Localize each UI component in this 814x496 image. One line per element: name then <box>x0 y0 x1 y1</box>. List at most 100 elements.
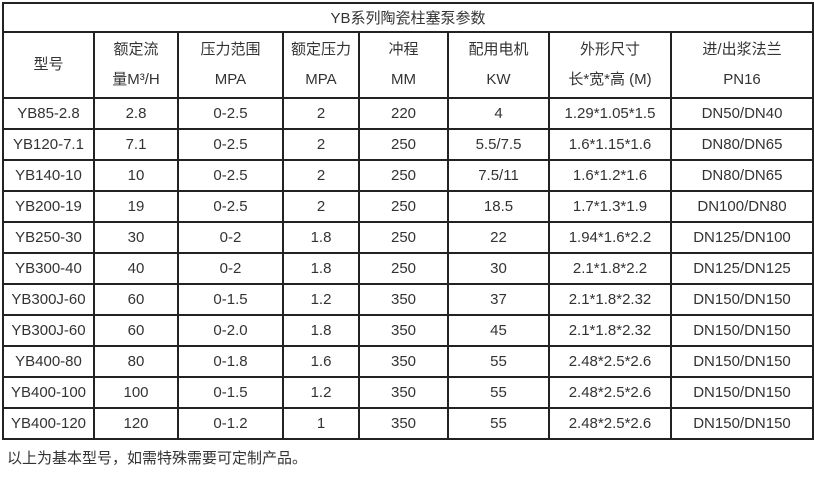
table-cell: 2.1*1.8*2.2 <box>548 252 672 285</box>
table-cell: 350 <box>358 407 449 440</box>
table-cell: 350 <box>358 376 449 409</box>
table-cell: YB250-30 <box>2 221 95 254</box>
column-header: 压力范围 MPA <box>177 31 284 99</box>
table-cell: YB120-7.1 <box>2 128 95 161</box>
table-cell: 0-2 <box>177 221 284 254</box>
table-cell: 80 <box>93 345 179 378</box>
column-header-line: 外形尺寸 <box>579 41 640 58</box>
table-cell: DN125/DN100 <box>669 221 814 254</box>
table-cell: 1.2 <box>282 376 360 409</box>
table-cell: 0-1.5 <box>177 376 284 409</box>
column-header-line: 配用电机 <box>468 41 529 58</box>
table-row: YB85-2.8 2.8 0-2.5 2 220 4 1.29*1.05*1.5 DN50/D… <box>2 97 814 130</box>
column-header-line: 压力范围 <box>200 41 261 58</box>
title-row: YB系列陶瓷柱塞泵参数 <box>1 2 814 33</box>
table-cell: DN50/DN40 <box>669 97 814 130</box>
table-cell: 250 <box>358 190 449 223</box>
column-header: 型号 <box>2 31 95 99</box>
column-header-line: MPA <box>214 71 247 88</box>
table-cell: 250 <box>358 128 449 161</box>
table-cell: 2.48*2.5*2.6 <box>548 376 672 409</box>
table-cell: YB300-40 <box>2 252 95 285</box>
table-cell: YB85-2.8 <box>2 97 95 130</box>
table-cell: DN150/DN150 <box>669 407 814 440</box>
footer-note: 以上为基本型号，如需特殊需要可定制产品。 <box>7 450 308 467</box>
table-cell: 2 <box>282 190 360 223</box>
column-header-line: MPA <box>305 71 337 88</box>
table-row: YB300-40 40 0-2 1.8 250 30 2.1*1.8*2.2 DN125/DN… <box>2 252 814 285</box>
table-cell: 1.2 <box>282 283 360 316</box>
table-cell: 2.48*2.5*2.6 <box>548 345 672 378</box>
table-cell: 120 <box>93 407 179 440</box>
column-header: 冲程 MM <box>358 31 449 99</box>
table-cell: 0-2.5 <box>177 128 284 161</box>
table-cell: 1.29*1.05*1.5 <box>548 97 672 130</box>
table-cell: DN125/DN125 <box>669 252 814 285</box>
table-cell: YB200-19 <box>2 190 95 223</box>
table-cell: 350 <box>358 345 449 378</box>
table-cell: 37 <box>447 283 550 316</box>
table-row: YB120-7.1 7.1 0-2.5 2 250 5.5/7.5 1.6*1.15*1.6… <box>2 128 814 161</box>
table-row: YB300J-60 60 0-1.5 1.2 350 37 2.1*1.8*2.32 DN15… <box>2 283 814 316</box>
table-cell: YB300J-60 <box>2 314 95 347</box>
table-cell: 55 <box>447 407 550 440</box>
table-cell: 2.8 <box>93 97 179 130</box>
column-header-line: 进/出浆法兰 <box>702 41 782 58</box>
table-cell: YB140-10 <box>2 159 95 192</box>
column-header-line: 冲程 <box>388 41 419 58</box>
table-head: YB系列陶瓷柱塞泵参数 型号 额定流量M³/H 压力范围 MPA 额定压力 MPA 冲程 MM… <box>1 2 814 99</box>
table-cell: 350 <box>358 314 449 347</box>
table-row: YB200-19 19 0-2.5 2 250 18.5 1.7*1.3*1.9 DN100/… <box>2 190 814 223</box>
table-cell: 2 <box>282 97 360 130</box>
table-cell: 0-2 <box>177 252 284 285</box>
table-cell: 100 <box>93 376 179 409</box>
table-cell: 1.8 <box>282 252 360 285</box>
table-cell: YB300J-60 <box>2 283 95 316</box>
table-cell: 7.5/11 <box>447 159 550 192</box>
column-header: 额定压力 MPA <box>282 31 360 99</box>
column-header-line: 长*宽*高 (M) <box>568 71 652 88</box>
table-cell: 55 <box>447 376 550 409</box>
pump-spec-table: YB系列陶瓷柱塞泵参数 型号 额定流量M³/H 压力范围 MPA 额定压力 MPA 冲程 MM… <box>1 2 814 440</box>
table-cell: 2 <box>282 128 360 161</box>
table-cell: 1.6*1.2*1.6 <box>548 159 672 192</box>
table-cell: YB400-100 <box>2 376 95 409</box>
table-row: YB400-80 80 0-1.8 1.6 350 55 2.48*2.5*2.6 DN150… <box>2 345 814 378</box>
table-cell: 1.7*1.3*1.9 <box>548 190 672 223</box>
table-cell: DN150/DN150 <box>669 283 814 316</box>
table-cell: 19 <box>93 190 179 223</box>
column-header-line: KW <box>486 71 511 88</box>
table-title: YB系列陶瓷柱塞泵参数 <box>1 2 814 33</box>
table-cell: DN80/DN65 <box>669 128 814 161</box>
table-cell: 220 <box>358 97 449 130</box>
table-cell: 45 <box>447 314 550 347</box>
table-cell: 1.6 <box>282 345 360 378</box>
column-header-line: 额定压力 <box>290 41 351 58</box>
column-header-line: 额定流 <box>113 41 159 58</box>
table-cell: 10 <box>93 159 179 192</box>
table-cell: DN100/DN80 <box>669 190 814 223</box>
table-cell: DN150/DN150 <box>669 345 814 378</box>
header-row: 型号 额定流量M³/H 压力范围 MPA 额定压力 MPA 冲程 MM 配用电机 KW 外形尺寸长*… <box>2 31 814 99</box>
column-header-line: 型号 <box>33 56 64 73</box>
table-cell: 5.5/7.5 <box>447 128 550 161</box>
column-header-line: MM <box>391 71 416 88</box>
table-cell: 55 <box>447 345 550 378</box>
table-cell: 0-2.0 <box>177 314 284 347</box>
table-cell: 4 <box>447 97 550 130</box>
table-cell: 1.94*1.6*2.2 <box>548 221 672 254</box>
column-header-line: 量M³/H <box>112 71 160 88</box>
table-cell: YB400-120 <box>2 407 95 440</box>
column-header-line: PN16 <box>723 71 761 88</box>
table-cell: 1.8 <box>282 221 360 254</box>
table-cell: 2.1*1.8*2.32 <box>548 314 672 347</box>
table-row: YB400-100 100 0-1.5 1.2 350 55 2.48*2.5*2.6 DN1… <box>2 376 814 409</box>
table-cell: 30 <box>447 252 550 285</box>
column-header: 额定流量M³/H <box>93 31 179 99</box>
table-cell: DN150/DN150 <box>669 314 814 347</box>
table-cell: 30 <box>93 221 179 254</box>
table-cell: 18.5 <box>447 190 550 223</box>
table-cell: 2.1*1.8*2.32 <box>548 283 672 316</box>
table-cell: 60 <box>93 283 179 316</box>
